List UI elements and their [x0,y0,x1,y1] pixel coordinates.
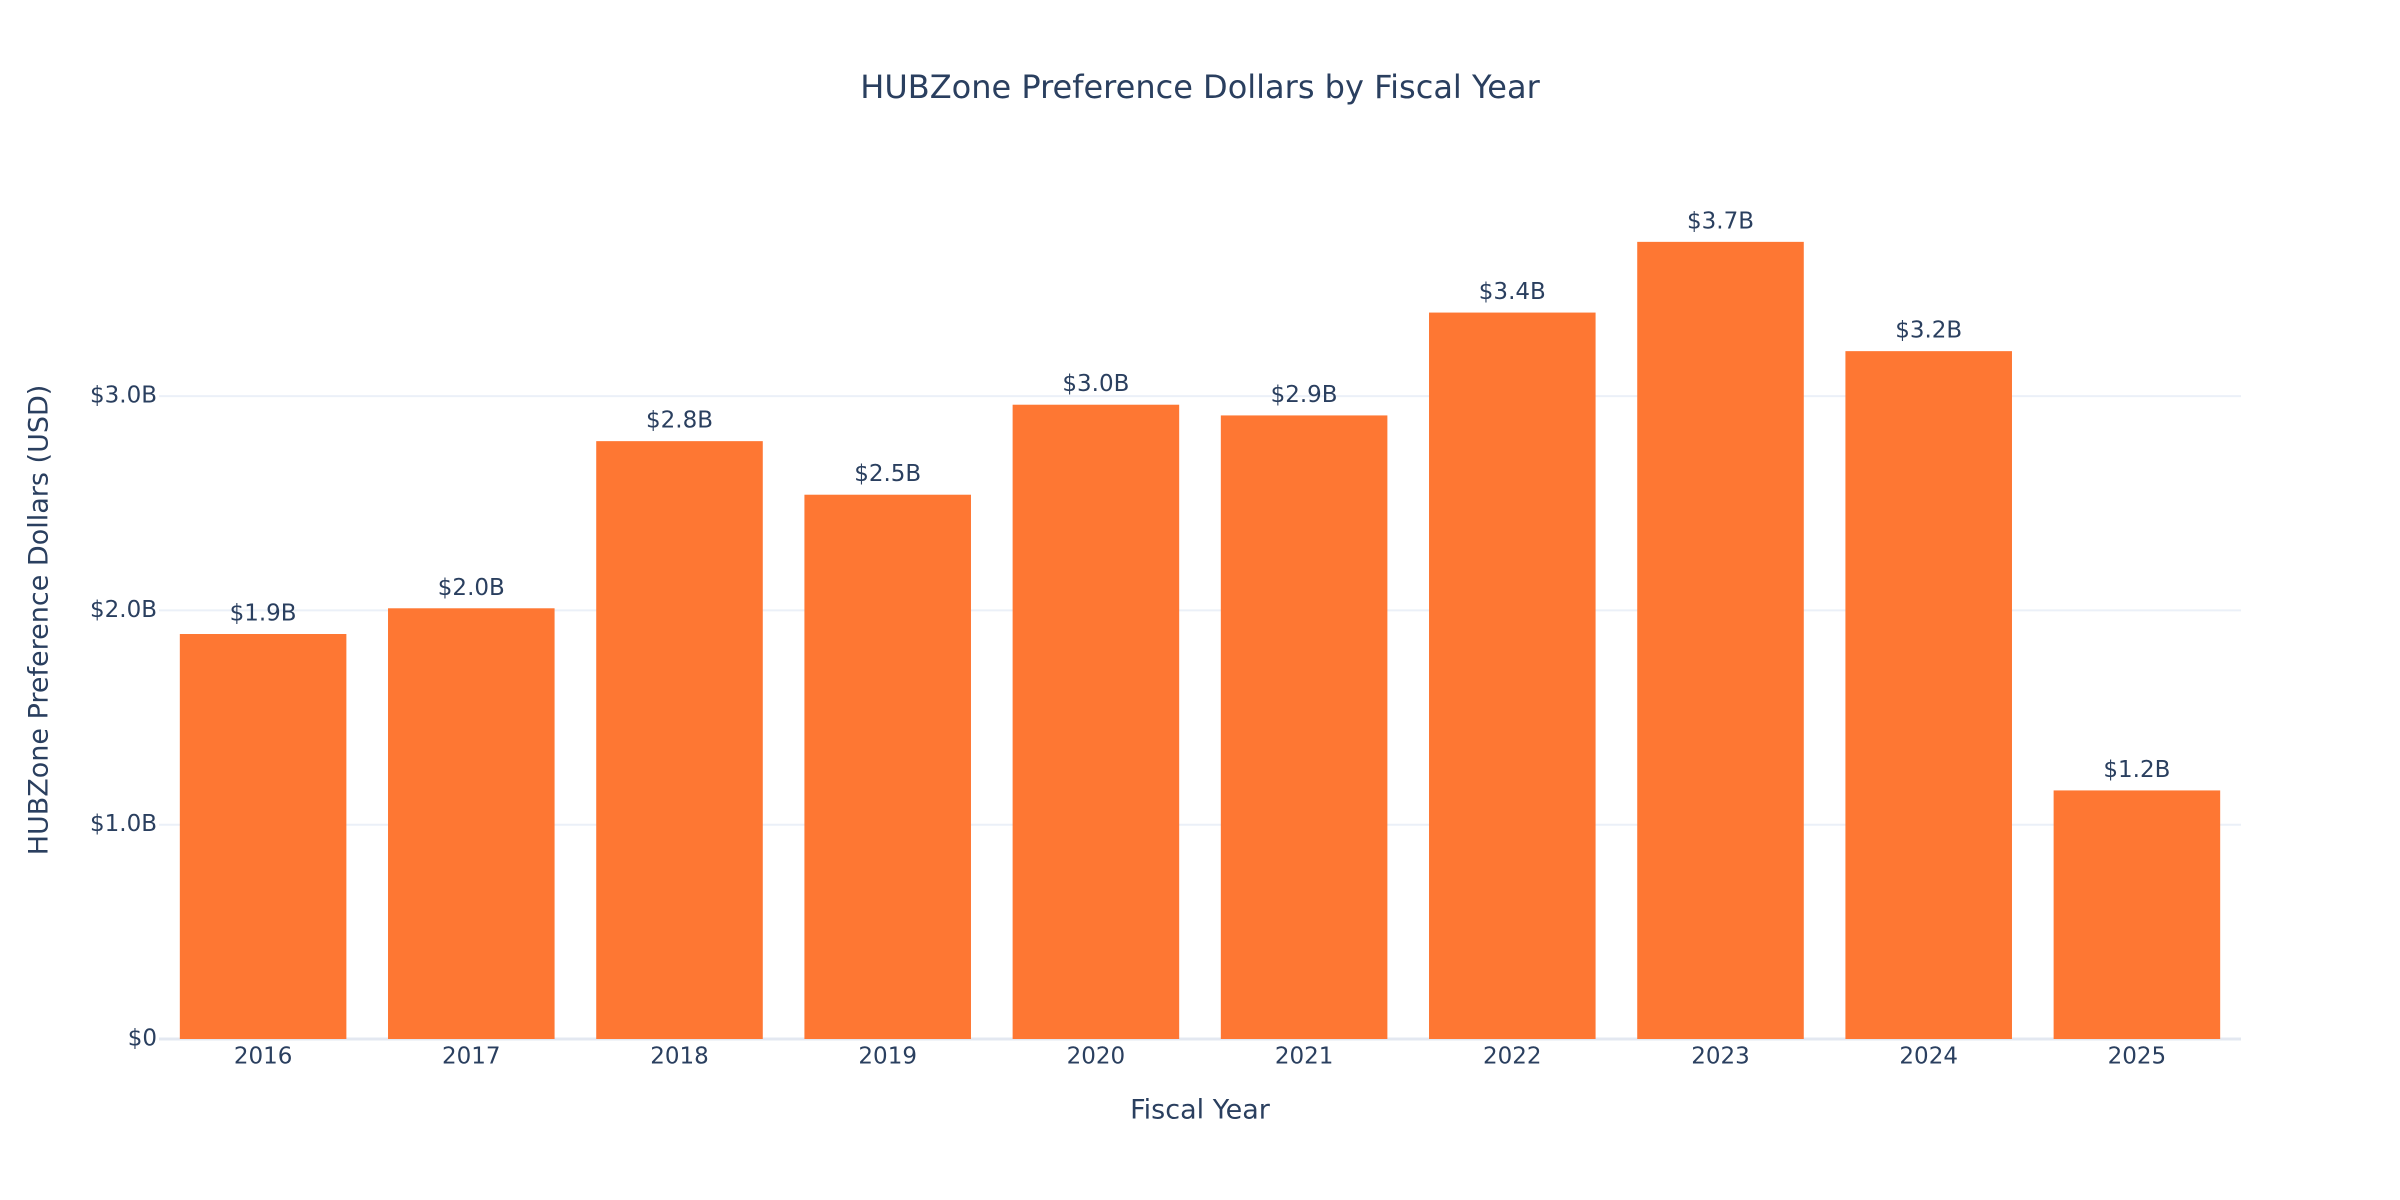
bar [179,634,347,1039]
chart-title: HUBZone Preference Dollars by Fiscal Yea… [860,68,1540,106]
x-tick-label: 2023 [1691,1044,1750,1070]
value-label: $3.2B [1895,318,1962,344]
value-label: $3.7B [1687,208,1754,234]
x-tick-label: 2021 [1275,1044,1334,1070]
value-label: $2.9B [1271,382,1338,408]
bar [1845,351,2012,1040]
value-label: $2.8B [646,408,713,434]
bar [1637,241,1804,1039]
x-tick-label: 2019 [858,1044,917,1070]
value-label: $2.5B [854,461,921,487]
bar [1012,404,1180,1039]
x-axis-title: Fiscal Year [1130,1095,1271,1126]
x-tick-label: 2025 [2108,1044,2167,1070]
bar [1429,312,1596,1040]
y-tick-label: $1.0B [90,811,157,837]
value-label: $1.2B [2103,757,2170,783]
y-tick-label: $0 [128,1026,157,1052]
bar [804,494,971,1039]
x-tick-label: 2024 [1899,1044,1958,1070]
x-tick-label: 2017 [442,1044,501,1070]
y-tick-label: $2.0B [90,597,157,623]
bar [388,608,555,1039]
y-axis-title: HUBZone Preference Dollars (USD) [24,385,55,856]
value-label: $3.4B [1479,279,1546,305]
bar [2053,790,2221,1039]
x-tick-label: 2016 [234,1044,293,1070]
value-label: $3.0B [1062,371,1129,397]
value-label: $1.9B [230,601,297,627]
x-tick-label: 2018 [650,1044,709,1070]
x-tick-label: 2020 [1067,1044,1126,1070]
x-tick-label: 2022 [1483,1044,1542,1070]
bar [596,441,763,1040]
bar [1220,415,1388,1039]
y-tick-label: $3.0B [90,383,157,409]
value-label: $2.0B [438,575,505,601]
